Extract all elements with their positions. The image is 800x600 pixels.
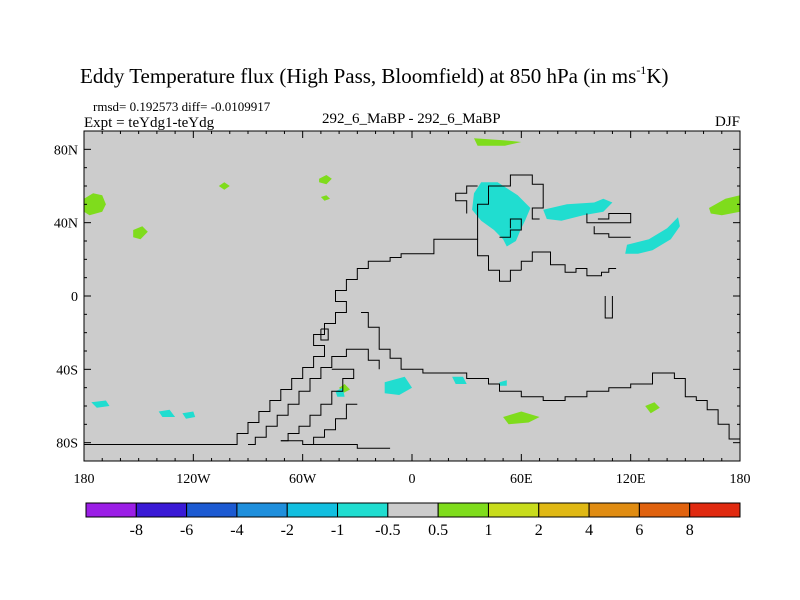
negative-anomaly: [384, 376, 412, 395]
colorbar-box: [135, 502, 188, 518]
continent-outline: [455, 185, 478, 214]
colorbar-label: -8: [130, 522, 143, 539]
continent-outline: [84, 238, 522, 445]
continent-outline: [604, 296, 613, 319]
positive-anomaly: [133, 226, 148, 240]
positive-anomaly: [474, 138, 522, 146]
map-background: [84, 131, 740, 461]
colorbar-box: [286, 502, 339, 518]
positive-anomaly: [319, 175, 332, 185]
chart-title: Eddy Temperature flux (High Pass, Bloomf…: [80, 63, 668, 88]
x-axis: 180 120W 60W 0 60E 120E 180: [74, 131, 751, 487]
colorbar-box: [588, 502, 640, 518]
y-tick-label: 80N: [54, 143, 78, 158]
chart-title-main: Eddy Temperature flux (High Pass, Bloomf…: [80, 64, 636, 88]
continent-outline: [593, 226, 631, 238]
positive-anomaly: [645, 402, 660, 414]
positive-anomaly: [218, 182, 230, 190]
colorbar-label: 0.5: [428, 522, 448, 539]
y-axis: 80N 40N 0 40S 80S: [54, 143, 740, 452]
negative-anomaly: [499, 380, 507, 386]
continent-outline: [248, 348, 380, 445]
chart-title-sup: -1: [636, 63, 646, 77]
continent-outlines: [84, 174, 740, 449]
colorbar-label: -2: [281, 522, 294, 539]
negative-anomaly: [625, 217, 680, 254]
x-tick-label: 180: [730, 472, 751, 487]
colorbar-box: [538, 502, 590, 518]
colorbar-label: 4: [585, 522, 593, 539]
x-tick-label: 120E: [616, 472, 646, 487]
season-label: DJF: [715, 114, 740, 130]
continent-outline: [280, 368, 355, 442]
continent-outline: [586, 213, 632, 224]
positive-anomaly: [503, 411, 540, 425]
colorbar-label: 1: [484, 522, 492, 539]
colorbar-box: [236, 502, 288, 518]
colorbar-label: 2: [535, 522, 543, 539]
negative-anomaly: [91, 400, 110, 408]
negative-anomaly: [182, 411, 196, 419]
colorbar-label: -0.5: [375, 522, 400, 539]
negative-anomaly: [543, 198, 613, 221]
chart-title-end: K): [646, 64, 668, 88]
y-tick-label: 0: [71, 290, 78, 305]
colorbar-label: -6: [180, 522, 193, 539]
continent-outline: [499, 218, 522, 238]
continent-outline: [361, 312, 740, 440]
x-tick-label: 60W: [289, 472, 317, 487]
x-tick-label: 0: [409, 472, 416, 487]
expt-label: Expt = teYdg1-teYdg: [84, 115, 215, 131]
colorbar-box: [186, 502, 238, 518]
continent-outline: [313, 444, 391, 449]
positive-anomaly: [320, 195, 330, 201]
colorbar-box: [337, 502, 389, 518]
colorbar-label: -1: [331, 522, 344, 539]
continent-outline: [320, 328, 329, 341]
x-tick-label: 180: [74, 472, 95, 487]
negative-anomaly: [158, 409, 176, 417]
colorbar-box: [387, 502, 439, 518]
x-tick-label: 120W: [176, 472, 211, 487]
x-tick-label: 60E: [510, 472, 533, 487]
continent-outline: [280, 403, 358, 445]
y-tick-label: 40S: [56, 363, 78, 378]
y-tick-label: 40N: [54, 217, 78, 232]
colorbar-box: [437, 502, 489, 518]
colorbar-box: [638, 502, 691, 518]
continent-outline: [477, 174, 544, 240]
colorbar-box: [487, 502, 540, 518]
positive-anomaly: [84, 193, 106, 216]
title-block: Eddy Temperature flux (High Pass, Bloomf…: [80, 63, 740, 131]
stats-line: rmsd= 0.192573 diff= -0.0109917: [93, 99, 271, 114]
map-panel: 180 120W 60W 0 60E 120E 180 80N 40N 0 40S 80S: [54, 130, 751, 487]
center-label: 292_6_MaBP - 292_6_MaBP: [322, 111, 501, 127]
colorbar-label: 6: [635, 522, 643, 539]
negative-anomaly: [452, 376, 467, 384]
colorbar-label: 8: [686, 522, 694, 539]
colorbar-box: [689, 502, 741, 518]
colorbar: -8 -6 -4 -2 -1 -0.5 0.5 1 2 4 6 8: [85, 502, 741, 539]
colorbar-box: [85, 502, 137, 518]
y-tick-label: 80S: [56, 437, 78, 452]
colorbar-label: -4: [230, 522, 243, 539]
continent-outline: [520, 251, 617, 277]
positive-anomaly: [709, 195, 740, 216]
